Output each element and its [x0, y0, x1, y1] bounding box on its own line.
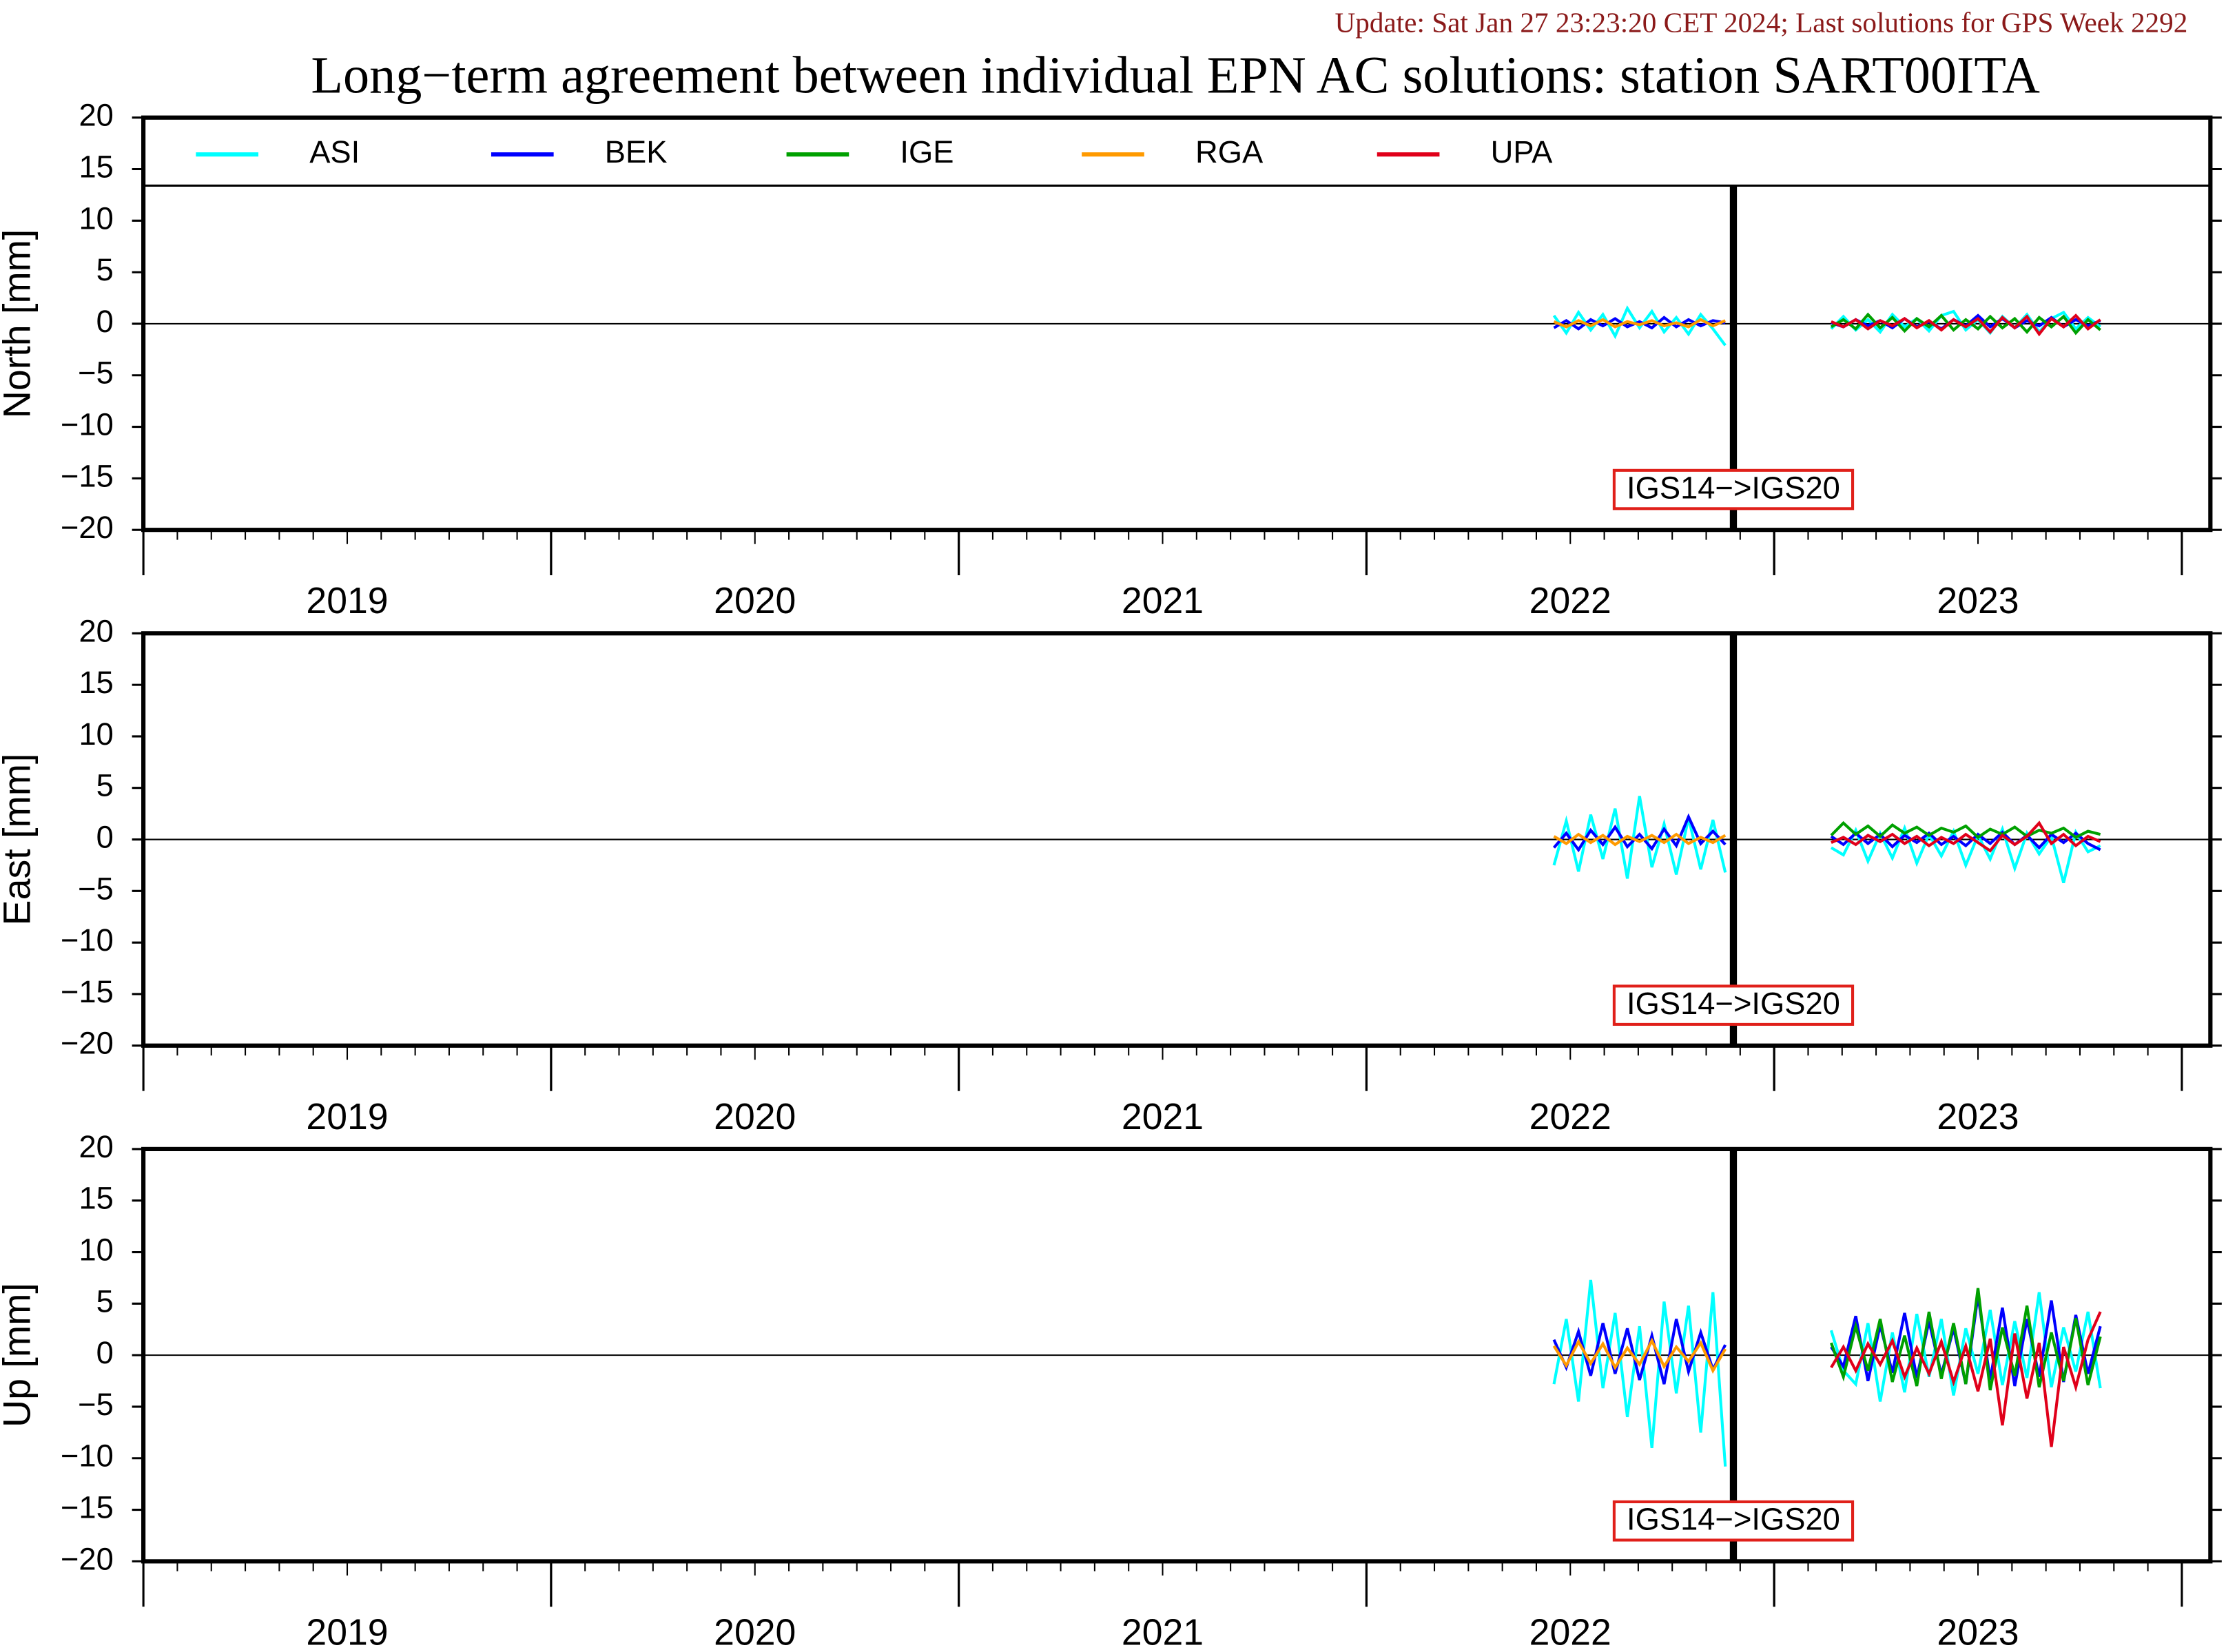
series-line: [1830, 1311, 2102, 1447]
y-tick-label: −5: [78, 871, 114, 906]
series-line: [1552, 813, 2101, 853]
y-tick-label: 20: [79, 98, 113, 133]
update-note: Update: Sat Jan 27 23:23:20 CET 2024; La…: [1335, 6, 2188, 38]
annotation-box: [1612, 984, 1855, 1026]
y-tick-label: 20: [79, 1129, 113, 1164]
legend-label: ASI: [309, 134, 360, 169]
series-line: [1552, 1337, 1727, 1374]
x-tick-label: 2019: [306, 581, 388, 621]
y-tick-label: −20: [61, 510, 114, 545]
y-tick-label: −5: [78, 355, 114, 391]
x-tick-label: 2023: [1937, 581, 2019, 621]
y-tick-label: −15: [61, 1490, 114, 1525]
x-tick-label: 2022: [1529, 1097, 1611, 1137]
y-tick-label: 15: [79, 1181, 113, 1216]
y-tick-label: −10: [61, 922, 114, 958]
annotation-box: [1612, 468, 1855, 510]
legend-label: BEK: [605, 134, 668, 169]
y-tick-label: −10: [61, 1438, 114, 1474]
x-tick-label: 2021: [1122, 1097, 1204, 1137]
x-tick-label: 2021: [1122, 1612, 1204, 1652]
annotation-label: IGS14−>IGS20: [1627, 471, 1840, 506]
y-tick-label: 20: [79, 613, 113, 648]
y-tick-label: 0: [96, 304, 114, 339]
series-line: [1830, 1288, 2102, 1391]
plot-frame: [141, 1146, 2213, 1564]
y-tick-label: 5: [96, 1283, 114, 1319]
series-line: [1552, 796, 2101, 883]
series-line: [1552, 1279, 2102, 1467]
y-tick-label: 0: [96, 820, 114, 855]
y-tick-label: −15: [61, 974, 114, 1009]
annotation-label: IGS14−>IGS20: [1627, 986, 1840, 1021]
panel: −20 −15 −10 −5 0 5 10 15 20 2019 2020 2021 2022 2023 N…: [0, 98, 2222, 621]
x-tick-label: 2019: [306, 1097, 388, 1137]
chart-title: Long−term agreement between individual E…: [311, 47, 2039, 105]
legend-label: IGE: [900, 134, 954, 169]
y-tick-label: 10: [79, 716, 113, 752]
x-tick-label: 2022: [1529, 1612, 1611, 1652]
y-tick-label: 0: [96, 1335, 114, 1370]
y-axis-label: North [mm]: [0, 229, 39, 419]
x-tick-label: 2020: [714, 1097, 796, 1137]
x-tick-label: 2021: [1122, 581, 1204, 621]
y-tick-label: −10: [61, 407, 114, 442]
y-tick-label: −15: [61, 458, 114, 493]
y-tick-label: −20: [61, 1026, 114, 1061]
x-tick-label: 2022: [1529, 581, 1611, 621]
series-line: [1830, 820, 2101, 840]
series-line: [1831, 820, 2101, 853]
panel: −20 −15 −10 −5 0 5 10 15 20 2019 2020 2021 2022 2023 U…: [0, 1129, 2222, 1652]
x-tick-label: 2020: [714, 581, 796, 621]
y-tick-label: 15: [79, 149, 113, 185]
legend-label: UPA: [1491, 134, 1554, 169]
y-tick-label: −20: [61, 1541, 114, 1576]
y-tick-label: 5: [96, 768, 114, 803]
y-tick-label: 5: [96, 252, 114, 287]
plot-frame: [141, 631, 2213, 1048]
y-tick-label: 10: [79, 1232, 113, 1268]
y-axis-label: Up [mm]: [0, 1283, 39, 1427]
x-tick-label: 2020: [714, 1612, 796, 1652]
y-tick-label: 10: [79, 200, 113, 236]
legend-bg: [145, 118, 2209, 185]
legend-label: RGA: [1195, 134, 1264, 169]
annotation-box: [1612, 1500, 1855, 1542]
y-tick-label: −5: [78, 1387, 114, 1422]
y-tick-label: 15: [79, 665, 113, 700]
x-tick-label: 2019: [306, 1612, 388, 1652]
plot-frame: [141, 115, 2213, 533]
x-tick-label: 2023: [1937, 1097, 2019, 1137]
series-line: [1553, 832, 1727, 847]
panel: −20 −15 −10 −5 0 5 10 15 20 2019 2020 2021 2022 2023 E…: [0, 613, 2222, 1137]
x-tick-label: 2023: [1937, 1612, 2019, 1652]
series-line: [1553, 318, 1727, 329]
y-axis-label: East [mm]: [0, 754, 39, 926]
series-line: [1831, 313, 2101, 337]
annotation-label: IGS14−>IGS20: [1627, 1502, 1840, 1537]
